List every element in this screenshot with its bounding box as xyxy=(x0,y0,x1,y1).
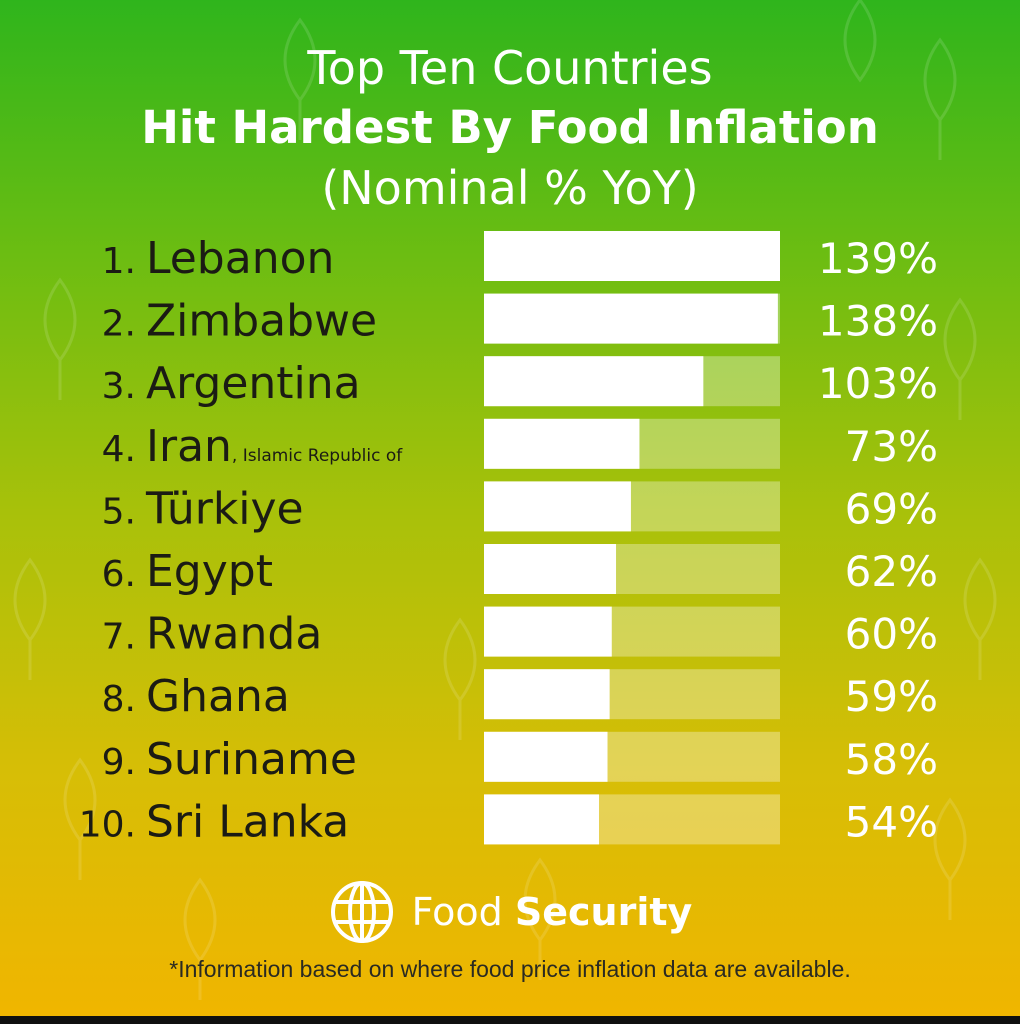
rank-label: 1. xyxy=(102,241,136,282)
category-label: Zimbabwe xyxy=(146,296,377,347)
rank-label: 2. xyxy=(102,304,136,345)
value-label: 103% xyxy=(818,359,938,408)
bar xyxy=(484,356,704,407)
category-qualifier: , Islamic Republic of xyxy=(232,446,403,466)
category-label: Iran, Islamic Republic of xyxy=(146,421,403,472)
footer-logo: Food Security xyxy=(0,878,1020,946)
category-label: Ghana xyxy=(146,671,290,722)
value-label: 60% xyxy=(845,610,938,659)
value-label: 54% xyxy=(845,797,938,846)
bar xyxy=(484,418,640,469)
category-label: Lebanon xyxy=(146,233,334,284)
chart-title-line-2: Hit Hardest By Food Inflation xyxy=(141,101,879,154)
footnote: *Information based on where food price i… xyxy=(169,956,851,982)
value-label: 69% xyxy=(845,484,938,533)
rank-label: 6. xyxy=(102,554,136,595)
value-label: 62% xyxy=(845,547,938,596)
category-label: Argentina xyxy=(146,358,361,409)
rank-label: 10. xyxy=(79,804,136,845)
category-label: Türkiye xyxy=(145,483,304,534)
value-label: 138% xyxy=(818,297,938,346)
rank-label: 9. xyxy=(102,742,136,783)
rank-label: 4. xyxy=(102,429,136,470)
rank-label: 8. xyxy=(102,679,136,720)
chart-title-line-1: Top Ten Countries xyxy=(307,41,713,95)
value-label: 58% xyxy=(845,735,938,784)
value-label: 73% xyxy=(845,422,938,471)
bar xyxy=(484,794,599,845)
rank-label: 7. xyxy=(102,617,136,658)
bar xyxy=(484,293,778,344)
category-label: Rwanda xyxy=(146,609,322,660)
rank-label: 3. xyxy=(102,366,136,407)
bar xyxy=(484,606,612,657)
rank-label: 5. xyxy=(102,491,136,532)
footer-brand-bold: Security xyxy=(514,890,693,934)
category-label: Egypt xyxy=(146,546,273,597)
bar xyxy=(484,669,610,720)
value-label: 59% xyxy=(845,672,938,721)
category-label: Sri Lanka xyxy=(146,796,349,847)
bar xyxy=(484,544,617,594)
chart-subtitle: (Nominal % YoY) xyxy=(321,161,699,215)
footer-brand-light: Food xyxy=(411,890,503,934)
globe-icon xyxy=(330,881,393,943)
category-label: Suriname xyxy=(146,734,357,785)
value-label: 139% xyxy=(818,234,938,283)
footer-brand: Food Security xyxy=(412,890,693,934)
bar xyxy=(484,731,608,782)
bar xyxy=(484,231,780,281)
bottom-bar xyxy=(0,1016,1020,1024)
bar xyxy=(484,481,631,532)
